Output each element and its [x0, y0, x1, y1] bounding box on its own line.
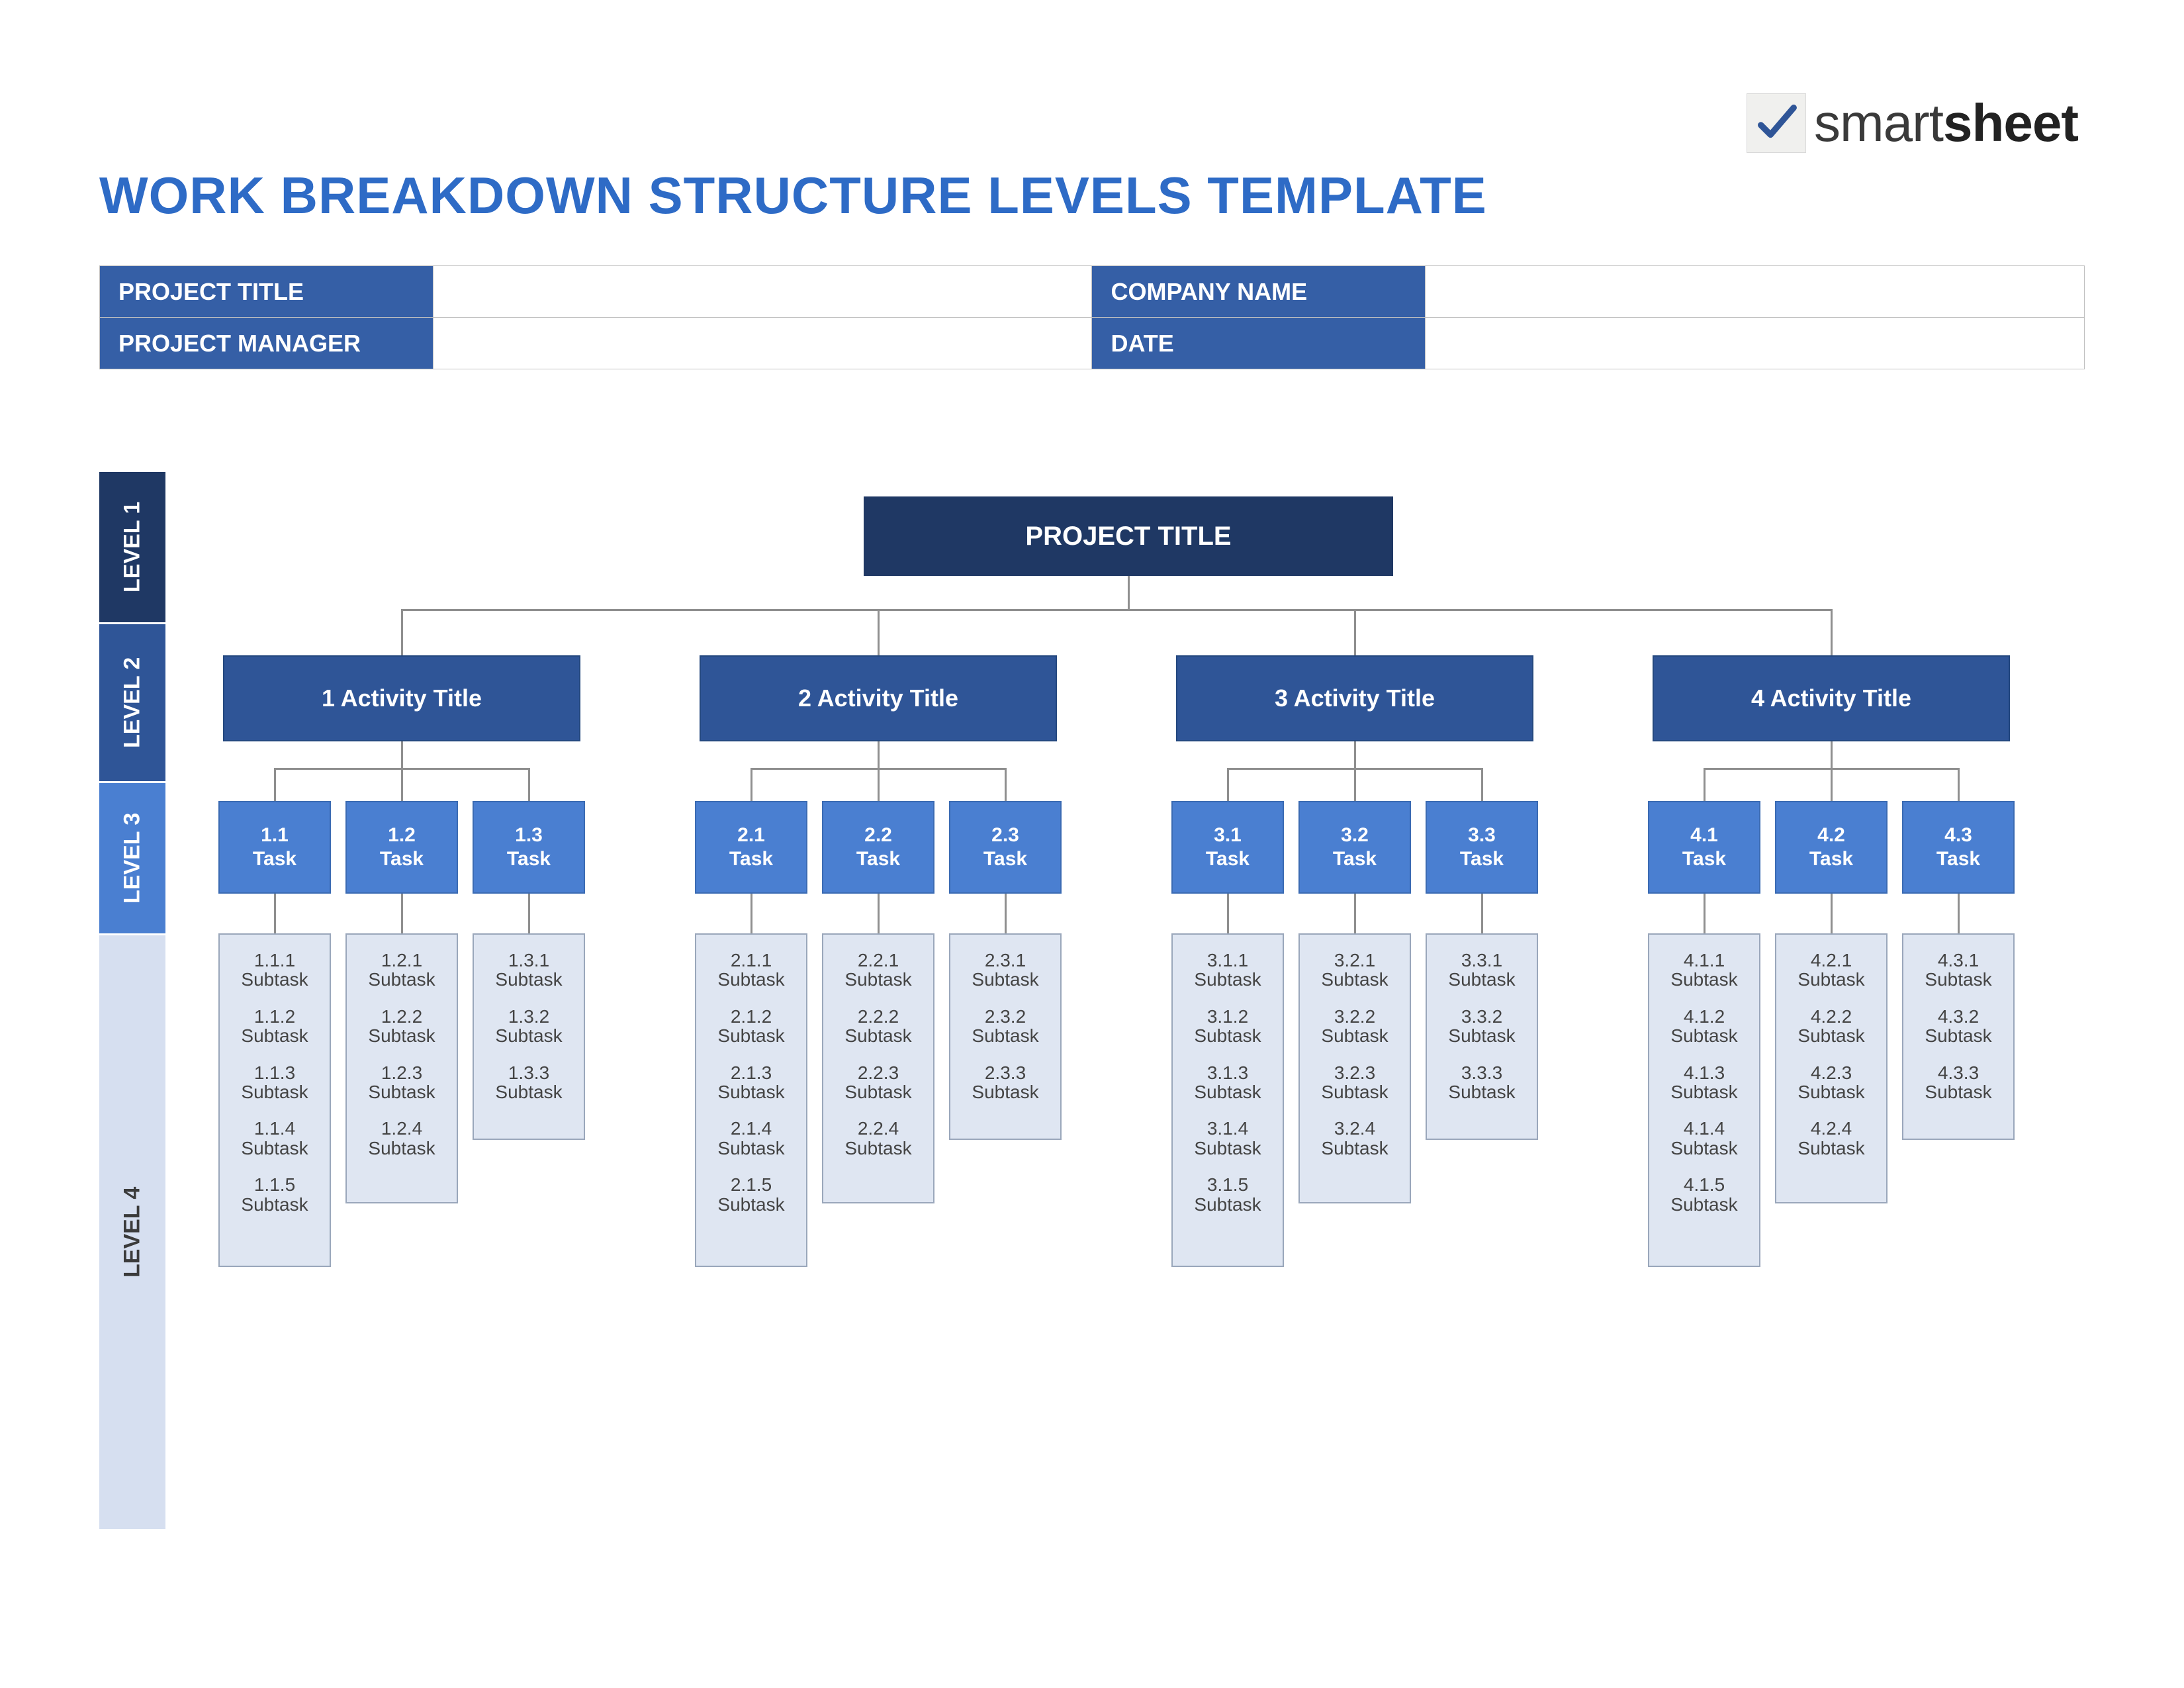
connector — [1704, 768, 1706, 801]
connector — [1005, 768, 1007, 801]
connector — [1831, 894, 1833, 933]
wbs-task: 4.2Task — [1775, 801, 1888, 894]
level-label: LEVEL 2 — [99, 622, 165, 781]
connector — [401, 894, 403, 933]
wbs-subtask-list: 4.2.1Subtask4.2.2Subtask4.2.3Subtask4.2.… — [1775, 933, 1888, 1203]
connector — [878, 741, 880, 768]
wbs-subtask-list: 1.3.1Subtask1.3.2Subtask1.3.3Subtask — [473, 933, 585, 1140]
connector — [751, 894, 752, 933]
wbs-subtask-list: 2.1.1Subtask2.1.2Subtask2.1.3Subtask2.1.… — [695, 933, 807, 1267]
project-manager-label: PROJECT MANAGER — [100, 318, 433, 369]
wbs-task: 4.1Task — [1648, 801, 1760, 894]
connector — [528, 768, 530, 801]
wbs-task: 1.2Task — [345, 801, 458, 894]
connector — [401, 609, 403, 655]
connector — [751, 768, 752, 801]
date-value[interactable] — [1426, 318, 2085, 369]
wbs-task: 2.3Task — [949, 801, 1062, 894]
wbs-subtask-list: 1.2.1Subtask1.2.2Subtask1.2.3Subtask1.2.… — [345, 933, 458, 1203]
connector — [401, 768, 403, 801]
wbs-task: 1.1Task — [218, 801, 331, 894]
connector — [1354, 741, 1356, 768]
level-label: LEVEL 1 — [99, 470, 165, 622]
connector — [528, 894, 530, 933]
wbs-task: 3.2Task — [1298, 801, 1411, 894]
connector — [401, 609, 1833, 611]
connector — [1354, 894, 1356, 933]
connector — [1831, 609, 1833, 655]
wbs-root: PROJECT TITLE — [864, 496, 1393, 576]
wbs-activity: 4 Activity Title — [1653, 655, 2010, 741]
wbs-subtask-list: 2.3.1Subtask2.3.2Subtask2.3.3Subtask — [949, 933, 1062, 1140]
wbs-subtask-list: 4.1.1Subtask4.1.2Subtask4.1.3Subtask4.1.… — [1648, 933, 1760, 1267]
connector — [1958, 894, 1960, 933]
levels-sidebar: LEVEL 1LEVEL 2LEVEL 3LEVEL 4 — [99, 470, 165, 1529]
brand-logo: smartsheet — [1747, 93, 2078, 154]
wbs-subtask-list: 2.2.1Subtask2.2.2Subtask2.2.3Subtask2.2.… — [822, 933, 934, 1203]
project-info-table: PROJECT TITLE COMPANY NAME PROJECT MANAG… — [99, 265, 2085, 369]
wbs-task: 1.3Task — [473, 801, 585, 894]
wbs-subtask-list: 3.1.1Subtask3.1.2Subtask3.1.3Subtask3.1.… — [1171, 933, 1284, 1267]
project-manager-value[interactable] — [433, 318, 1092, 369]
project-title-value[interactable] — [433, 266, 1092, 318]
wbs-task: 3.1Task — [1171, 801, 1284, 894]
date-label: DATE — [1092, 318, 1426, 369]
connector — [1958, 768, 1960, 801]
connector — [1481, 768, 1483, 801]
connector — [1831, 741, 1833, 768]
wbs-task: 2.2Task — [822, 801, 934, 894]
page-title: WORK BREAKDOWN STRUCTURE LEVELS TEMPLATE — [99, 165, 2085, 226]
connector — [1704, 894, 1706, 933]
connector — [1354, 609, 1356, 655]
wbs-activity: 3 Activity Title — [1176, 655, 1533, 741]
wbs-subtask-list: 1.1.1Subtask1.1.2Subtask1.1.3Subtask1.1.… — [218, 933, 331, 1267]
connector — [1354, 768, 1356, 801]
connector — [878, 609, 880, 655]
connector — [1831, 768, 1833, 801]
company-name-label: COMPANY NAME — [1092, 266, 1426, 318]
connector — [1227, 768, 1229, 801]
wbs-activity: 1 Activity Title — [223, 655, 580, 741]
project-title-label: PROJECT TITLE — [100, 266, 433, 318]
wbs-task: 3.3Task — [1426, 801, 1538, 894]
connector — [1005, 894, 1007, 933]
connector — [878, 894, 880, 933]
connector — [1227, 894, 1229, 933]
level-label: LEVEL 3 — [99, 781, 165, 933]
wbs-subtask-list: 4.3.1Subtask4.3.2Subtask4.3.3Subtask — [1902, 933, 2015, 1140]
connector — [274, 768, 276, 801]
wbs-subtask-list: 3.3.1Subtask3.3.2Subtask3.3.3Subtask — [1426, 933, 1538, 1140]
wbs-task: 2.1Task — [695, 801, 807, 894]
wbs-subtask-list: 3.2.1Subtask3.2.2Subtask3.2.3Subtask3.2.… — [1298, 933, 1411, 1203]
connector — [401, 741, 403, 768]
connector — [274, 894, 276, 933]
wbs-task: 4.3Task — [1902, 801, 2015, 894]
connector — [1481, 894, 1483, 933]
brand-text: smartsheet — [1814, 93, 2078, 154]
company-name-value[interactable] — [1426, 266, 2085, 318]
wbs-activity: 2 Activity Title — [700, 655, 1057, 741]
connector — [878, 768, 880, 801]
checkmark-icon — [1747, 93, 1806, 153]
level-label: LEVEL 4 — [99, 933, 165, 1529]
connector — [1128, 576, 1130, 609]
